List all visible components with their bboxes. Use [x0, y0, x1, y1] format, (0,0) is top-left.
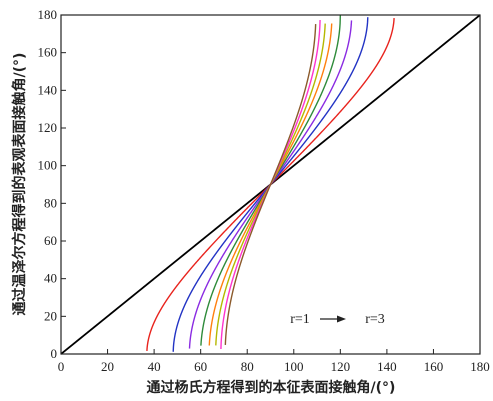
annotation-start-label: r=1	[290, 312, 310, 327]
x-tick-label: 120	[331, 359, 351, 374]
y-tick-label: 140	[38, 82, 58, 97]
x-tick-label: 180	[470, 359, 490, 374]
y-axis-title: 通过温泽尔方程得到的表观表面接触角/(°)	[11, 53, 28, 316]
y-tick-label: 0	[51, 346, 58, 361]
annotation-end-label: r=3	[365, 312, 385, 327]
y-tick-label: 40	[44, 271, 57, 286]
x-tick-label: 20	[101, 359, 114, 374]
series-curves	[60, 14, 481, 355]
x-tick-label: 60	[194, 359, 207, 374]
plot-frame	[60, 14, 481, 355]
x-tick-label: 100	[284, 359, 304, 374]
axes	[60, 14, 481, 355]
y-tick-label: 20	[44, 308, 57, 323]
x-tick-label: 40	[148, 359, 161, 374]
y-tick-label: 180	[38, 7, 58, 22]
tick-labels: 0 20 40 60 80 100 120 140 160 180 0 20 40 60 80 100 120 1…	[38, 7, 490, 374]
series-line-r-3	[224, 24, 317, 345]
x-tick-label: 0	[58, 359, 65, 374]
y-tick-label: 120	[38, 120, 58, 135]
x-tick-label: 160	[424, 359, 444, 374]
x-tick-label: 80	[241, 359, 254, 374]
y-tick-label: 60	[44, 233, 57, 248]
y-tick-label: 100	[38, 158, 58, 173]
r-range-annotation: r=1 r=3	[290, 312, 385, 327]
y-tick-label: 80	[44, 195, 57, 210]
x-axis-title: 通过杨氏方程得到的本征表面接触角/(°)	[147, 379, 396, 396]
annotation-arrow-head	[337, 315, 346, 323]
x-tick-label: 140	[377, 359, 397, 374]
y-tick-label: 160	[38, 45, 58, 60]
